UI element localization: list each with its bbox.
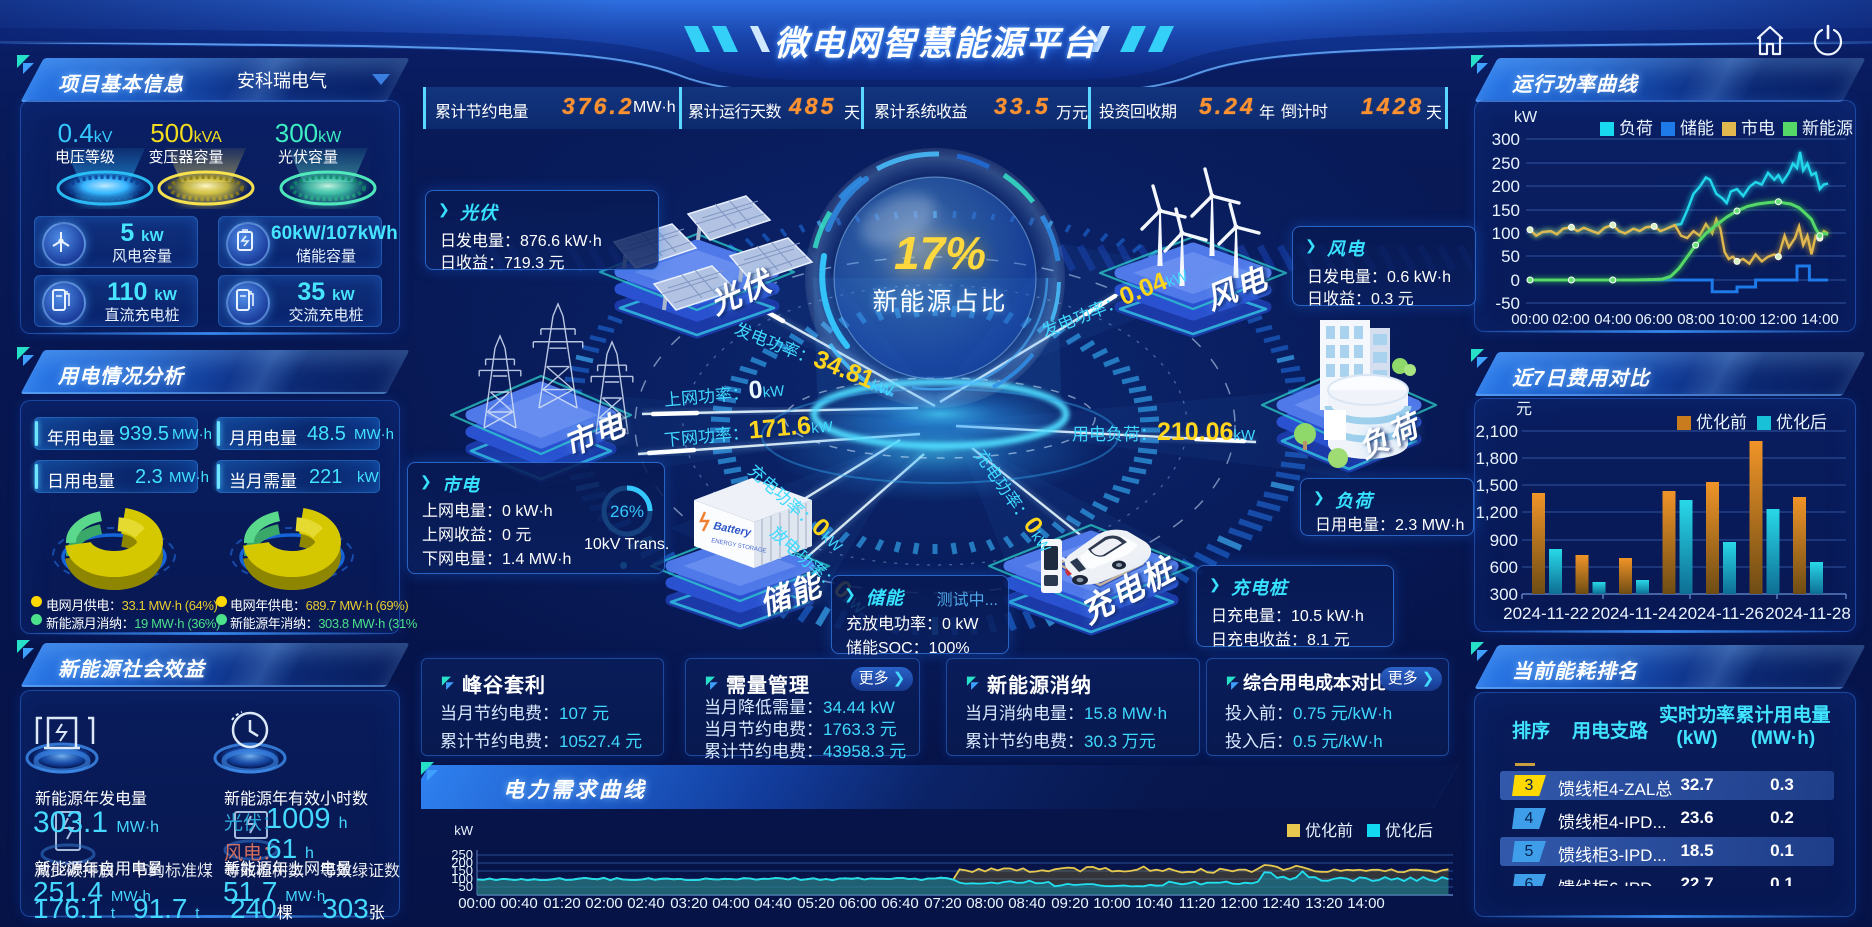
svg-text:2024-11-24: 2024-11-24 (1591, 604, 1677, 623)
svg-text:-50: -50 (1495, 294, 1520, 313)
svg-text:10:00: 10:00 (1718, 311, 1756, 328)
svg-text:08:00: 08:00 (1677, 311, 1715, 328)
svg-text:00:00: 00:00 (458, 895, 496, 912)
svg-text:优化前: 优化前 (1696, 413, 1747, 432)
svg-text:1,500: 1,500 (1475, 476, 1518, 495)
svg-text:2024-11-22: 2024-11-22 (1503, 604, 1589, 623)
svg-text:优化前: 优化前 (1305, 822, 1353, 840)
svg-text:600: 600 (1490, 558, 1518, 577)
svg-text:200: 200 (1492, 177, 1520, 196)
svg-text:负荷: 负荷 (1619, 119, 1653, 138)
svg-text:06:00: 06:00 (1635, 311, 1673, 328)
svg-text:01:20: 01:20 (543, 895, 581, 912)
svg-text:03:20: 03:20 (670, 895, 708, 912)
svg-text:优化后: 优化后 (1385, 822, 1433, 840)
svg-text:1,200: 1,200 (1475, 503, 1518, 522)
svg-text:储能: 储能 (1680, 119, 1714, 138)
svg-text:2,100: 2,100 (1475, 422, 1518, 441)
svg-text:50: 50 (1501, 247, 1520, 266)
svg-text:新能源: 新能源 (1802, 119, 1853, 138)
svg-text:50: 50 (459, 879, 473, 894)
svg-text:26%: 26% (610, 502, 644, 521)
svg-text:100: 100 (1492, 224, 1520, 243)
svg-text:08:40: 08:40 (1008, 895, 1046, 912)
svg-text:06:00: 06:00 (839, 895, 877, 912)
svg-text:2024-11-28: 2024-11-28 (1765, 604, 1851, 623)
svg-text:13:20: 13:20 (1305, 895, 1343, 912)
svg-text:市电: 市电 (1741, 119, 1775, 138)
svg-text:10:40: 10:40 (1135, 895, 1173, 912)
svg-text:04:40: 04:40 (754, 895, 792, 912)
svg-text:02:40: 02:40 (627, 895, 665, 912)
svg-text:07:20: 07:20 (924, 895, 962, 912)
svg-text:02:00: 02:00 (585, 895, 623, 912)
svg-text:02:00: 02:00 (1552, 311, 1590, 328)
svg-text:12:40: 12:40 (1262, 895, 1300, 912)
svg-text:14:00: 14:00 (1347, 895, 1385, 912)
svg-text:kW: kW (454, 823, 474, 838)
svg-text:300: 300 (1492, 130, 1520, 149)
svg-text:05:20: 05:20 (797, 895, 835, 912)
svg-text:00:00: 00:00 (1511, 311, 1549, 328)
svg-text:200: 200 (451, 855, 473, 870)
svg-text:150: 150 (451, 863, 473, 878)
svg-text:2024-11-26: 2024-11-26 (1678, 604, 1764, 623)
svg-text:11:20: 11:20 (1179, 895, 1215, 912)
svg-text:1,800: 1,800 (1475, 449, 1518, 468)
svg-text:300: 300 (1490, 585, 1518, 604)
svg-text:优化后: 优化后 (1776, 413, 1827, 432)
svg-text:12:00: 12:00 (1759, 311, 1797, 328)
svg-text:kW: kW (1514, 109, 1538, 126)
svg-text:06:40: 06:40 (881, 895, 919, 912)
svg-text:04:00: 04:00 (712, 895, 750, 912)
svg-text:10:00: 10:00 (1093, 895, 1131, 912)
svg-text:00:40: 00:40 (500, 895, 538, 912)
svg-text:250: 250 (451, 847, 473, 862)
svg-text:250: 250 (1492, 154, 1520, 173)
svg-text:150: 150 (1492, 201, 1520, 220)
svg-text:900: 900 (1490, 531, 1518, 550)
svg-text:元: 元 (1516, 401, 1532, 418)
svg-text:0: 0 (1511, 271, 1520, 290)
svg-text:09:20: 09:20 (1051, 895, 1089, 912)
svg-text:100: 100 (451, 871, 473, 886)
svg-text:08:00: 08:00 (966, 895, 1004, 912)
svg-text:12:00: 12:00 (1220, 895, 1258, 912)
svg-text:14:00: 14:00 (1801, 311, 1839, 328)
svg-text:04:00: 04:00 (1594, 311, 1632, 328)
